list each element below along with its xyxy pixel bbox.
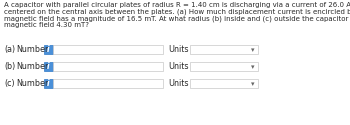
Text: centered on the central axis between the plates. (a) How much displacement curre: centered on the central axis between the… [4,8,350,15]
Text: magnetic field 4.30 mT?: magnetic field 4.30 mT? [4,22,89,28]
Text: ▾: ▾ [251,81,255,87]
Text: (a): (a) [4,45,15,54]
Text: Units: Units [168,62,189,71]
Text: Units: Units [168,79,189,88]
Text: Number: Number [16,79,48,88]
Text: (c): (c) [4,79,15,88]
Text: ▾: ▾ [251,47,255,53]
Text: Number: Number [16,45,48,54]
FancyBboxPatch shape [44,79,53,88]
Text: A capacitor with parallel circular plates of radius R = 1.40 cm is discharging v: A capacitor with parallel circular plate… [4,2,350,8]
FancyBboxPatch shape [190,45,258,54]
Text: magnetic field has a magnitude of 16.5 mT. At what radius (b) inside and (c) out: magnetic field has a magnitude of 16.5 m… [4,15,350,22]
FancyBboxPatch shape [53,62,163,71]
FancyBboxPatch shape [190,62,258,71]
FancyBboxPatch shape [44,62,53,71]
Text: i: i [47,79,50,88]
FancyBboxPatch shape [53,79,163,88]
Text: ▾: ▾ [251,64,255,70]
FancyBboxPatch shape [53,45,163,54]
FancyBboxPatch shape [190,79,258,88]
Text: Units: Units [168,45,189,54]
FancyBboxPatch shape [44,45,53,54]
Text: i: i [47,45,50,54]
Text: Number: Number [16,62,48,71]
Text: i: i [47,62,50,71]
Text: (b): (b) [4,62,15,71]
